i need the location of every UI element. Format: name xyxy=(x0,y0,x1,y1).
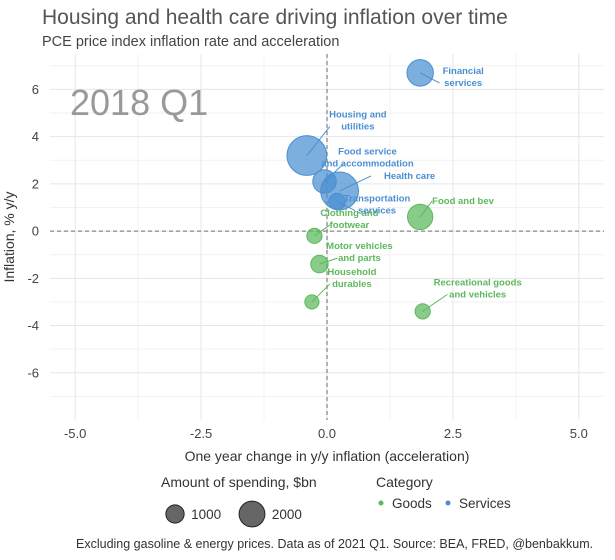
label-leader-line xyxy=(339,175,372,192)
x-axis-label: One year change in y/y inflation (accele… xyxy=(185,448,470,464)
point-label: Household durables xyxy=(327,267,376,290)
color-legend-label: Services xyxy=(459,496,511,511)
size-legend-circle xyxy=(165,504,185,524)
point-clothing-and-footwear xyxy=(306,227,323,244)
y-tick-labels: -6 -4 -2 0 2 4 6 xyxy=(27,82,39,380)
chart-title: Housing and health care driving inflatio… xyxy=(42,6,508,29)
y-tick-label: 2 xyxy=(32,176,39,191)
point-label: Motor vehicles and parts xyxy=(326,241,393,264)
legend: Amount of spending, $bn Category 1000 200… xyxy=(161,474,511,528)
size-legend-label: 2000 xyxy=(272,507,302,522)
size-legend: 1000 2000 xyxy=(165,500,302,528)
y-tick-label: -2 xyxy=(27,271,39,286)
y-tick-label: -6 xyxy=(27,365,39,380)
label-leader-line xyxy=(419,200,433,218)
label-leader-line xyxy=(306,126,331,156)
x-tick-label: -2.5 xyxy=(190,426,212,441)
label-leader-line xyxy=(422,293,448,312)
x-tick-label: 0.0 xyxy=(318,426,336,441)
y-tick-label: 0 xyxy=(32,224,39,239)
color-legend-dot xyxy=(445,500,451,506)
x-tick-labels: -5.0 -2.5 0.0 2.5 5.0 xyxy=(64,426,588,441)
y-tick-label: 4 xyxy=(32,129,39,144)
point-label: Housing and utilities xyxy=(329,110,387,133)
point-label: Health care xyxy=(384,171,435,182)
x-tick-label: -5.0 xyxy=(64,426,86,441)
point-label: Clothing and footwear xyxy=(320,208,378,231)
label-leader-line xyxy=(319,257,338,265)
color-legend-label: Goods xyxy=(392,496,432,511)
data-points xyxy=(286,59,434,320)
zero-lines xyxy=(50,54,604,420)
size-legend-circle xyxy=(238,500,266,528)
x-tick-label: 5.0 xyxy=(570,426,588,441)
label-leader-line xyxy=(324,163,345,182)
chart-caption: Excluding gasoline & energy prices. Data… xyxy=(76,537,593,551)
point-label: Food service and accommodation xyxy=(321,147,414,170)
size-legend-title: Amount of spending, $bn xyxy=(161,474,317,490)
color-legend: Goods Services xyxy=(378,496,511,511)
point-label: Transportation services xyxy=(344,194,411,217)
color-legend-dot xyxy=(378,500,384,506)
point-label: Financial services xyxy=(443,66,484,89)
y-tick-label: -4 xyxy=(27,318,39,333)
period-label: 2018 Q1 xyxy=(70,82,208,123)
label-leader-line xyxy=(311,283,331,303)
point-label: Food and bev xyxy=(432,196,494,207)
color-legend-title: Category xyxy=(376,474,433,490)
point-labels: Food and bev Clothing and footwear Motor ve… xyxy=(306,66,522,312)
y-axis-label: Inflation, % y/y xyxy=(1,191,17,282)
label-leader-line xyxy=(336,201,356,212)
x-tick-label: 2.5 xyxy=(444,426,462,441)
point-label: Recreational goods and vehicles xyxy=(434,277,522,300)
chart-subtitle: PCE price index inflation rate and accel… xyxy=(42,34,339,50)
size-legend-label: 1000 xyxy=(191,507,221,522)
y-tick-label: 6 xyxy=(32,82,39,97)
label-leader-line xyxy=(419,72,440,84)
label-leader-line xyxy=(314,224,331,237)
